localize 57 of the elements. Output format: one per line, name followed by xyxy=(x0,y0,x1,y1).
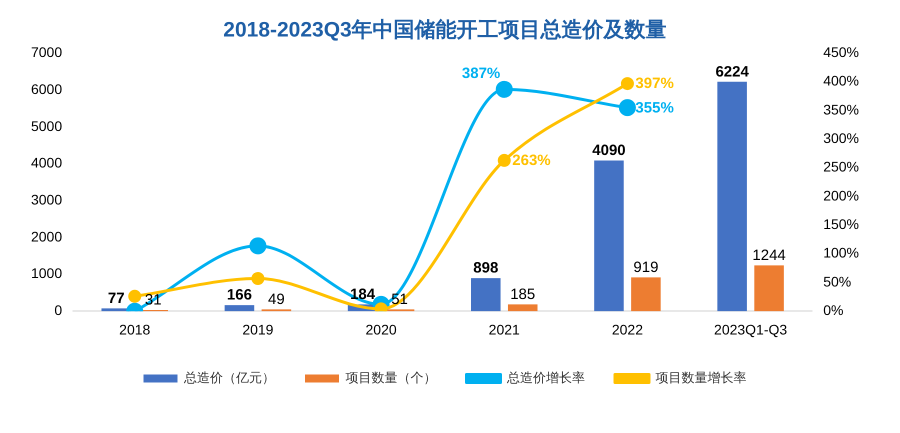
y2-tick-label: 50% xyxy=(823,273,852,290)
data-label: 263% xyxy=(512,152,551,170)
bar xyxy=(717,82,747,312)
y2-tick-label: 400% xyxy=(823,72,860,89)
data-label: 49 xyxy=(268,291,285,308)
bar xyxy=(224,305,254,312)
data-label: 166 xyxy=(226,286,252,304)
point xyxy=(620,77,634,90)
data-label: 6224 xyxy=(715,63,750,80)
y-tick-label: 3000 xyxy=(30,191,62,208)
point xyxy=(496,80,513,98)
y-tick-label: 5000 xyxy=(30,118,62,134)
point xyxy=(249,237,266,254)
y2-tick-label: 0% xyxy=(823,302,844,318)
legend-label: 总造价增长率 xyxy=(506,370,585,386)
data-label: 77 xyxy=(108,290,125,308)
legend-label: 项目数量（个） xyxy=(346,370,436,386)
y-tick-label: 2000 xyxy=(30,228,62,244)
x-tick-label: 2018 xyxy=(119,321,151,338)
y2-tick-label: 250% xyxy=(823,158,860,175)
bar xyxy=(754,265,784,312)
y2-tick-label: 450% xyxy=(823,44,860,60)
x-tick-label: 2022 xyxy=(612,321,644,338)
data-label: 1244 xyxy=(752,246,786,264)
y-tick-label: 1000 xyxy=(30,265,62,282)
y-tick-label: 7000 xyxy=(30,44,62,60)
bar xyxy=(631,277,661,312)
data-label: 387% xyxy=(462,64,500,82)
y2-tick-label: 300% xyxy=(823,130,860,146)
y-tick-label: 4000 xyxy=(30,154,62,171)
bar xyxy=(471,278,501,312)
legend-label: 项目数量增长率 xyxy=(656,370,746,386)
data-label: 397% xyxy=(635,75,674,92)
y-tick-label: 0 xyxy=(54,302,62,318)
legend-label: 总造价（亿元） xyxy=(183,370,275,386)
x-tick-label: 2021 xyxy=(488,321,520,338)
x-tick-label: 2020 xyxy=(366,321,397,338)
x-tick-label: 2019 xyxy=(242,321,274,338)
point xyxy=(251,272,264,286)
bar xyxy=(508,304,538,312)
y2-tick-label: 200% xyxy=(823,187,860,204)
y2-tick-label: 150% xyxy=(823,216,860,232)
x-tick-label: 2023Q1-Q3 xyxy=(714,321,788,338)
point xyxy=(128,290,142,303)
data-label: 184 xyxy=(350,286,376,304)
y2-tick-label: 350% xyxy=(823,101,860,118)
y-tick-label: 6000 xyxy=(30,80,62,97)
point xyxy=(618,99,636,116)
point xyxy=(498,154,511,167)
data-label: 4090 xyxy=(592,142,626,160)
data-label: 919 xyxy=(633,258,658,276)
chart-title: 2018-2023Q3年中国储能开工项目总造价及数量 xyxy=(223,18,667,42)
bar xyxy=(594,160,624,312)
data-label: 898 xyxy=(473,260,498,277)
data-label: 355% xyxy=(635,99,674,116)
data-label: 185 xyxy=(510,286,536,304)
y2-tick-label: 100% xyxy=(823,244,860,261)
